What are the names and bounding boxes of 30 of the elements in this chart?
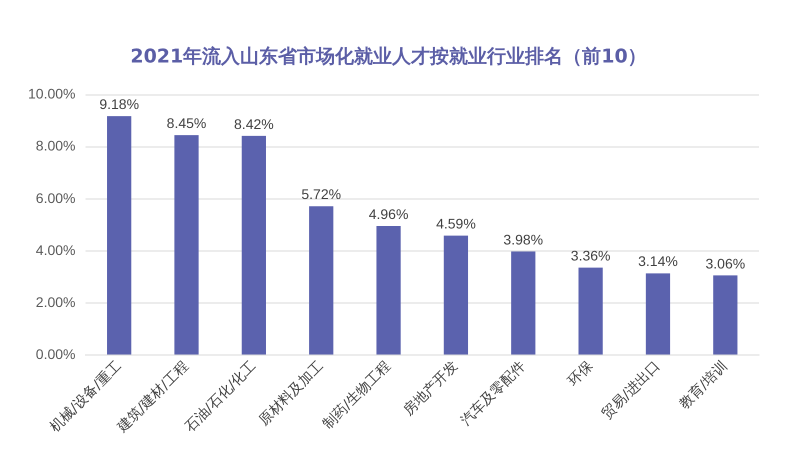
bar <box>444 236 468 355</box>
bar <box>309 206 334 355</box>
x-tick-label: 环保 <box>564 358 596 390</box>
x-tick-label: 贸易/进出口 <box>599 358 664 422</box>
bar <box>376 226 401 355</box>
bar <box>511 251 536 355</box>
bar <box>174 135 199 355</box>
y-tick-label: 8.00% <box>36 138 76 154</box>
y-tick-label: 0.00% <box>36 346 76 362</box>
data-label: 8.42% <box>234 116 274 132</box>
y-tick-label: 2.00% <box>36 294 76 310</box>
y-tick-label: 10.00% <box>28 86 76 102</box>
y-tick-label: 4.00% <box>36 242 76 258</box>
data-label: 3.36% <box>570 247 610 264</box>
data-label: 3.06% <box>705 255 746 272</box>
bar <box>646 273 670 355</box>
bar <box>578 268 603 355</box>
data-label: 9.18% <box>99 96 140 112</box>
bar <box>713 275 738 355</box>
chart-title: 2021年流入山东省市场化就业人才按就业行业排名（前10） <box>130 45 647 68</box>
data-label: 3.14% <box>638 253 678 270</box>
data-label: 4.59% <box>436 215 476 232</box>
data-label: 4.96% <box>368 206 408 222</box>
data-label: 8.45% <box>166 115 206 131</box>
y-tick-label: 6.00% <box>36 190 76 206</box>
bar <box>242 136 266 355</box>
bar <box>107 116 132 355</box>
data-label: 3.98% <box>503 231 544 248</box>
x-tick-label: 教育/培训 <box>676 357 731 412</box>
data-label: 5.72% <box>301 186 342 202</box>
